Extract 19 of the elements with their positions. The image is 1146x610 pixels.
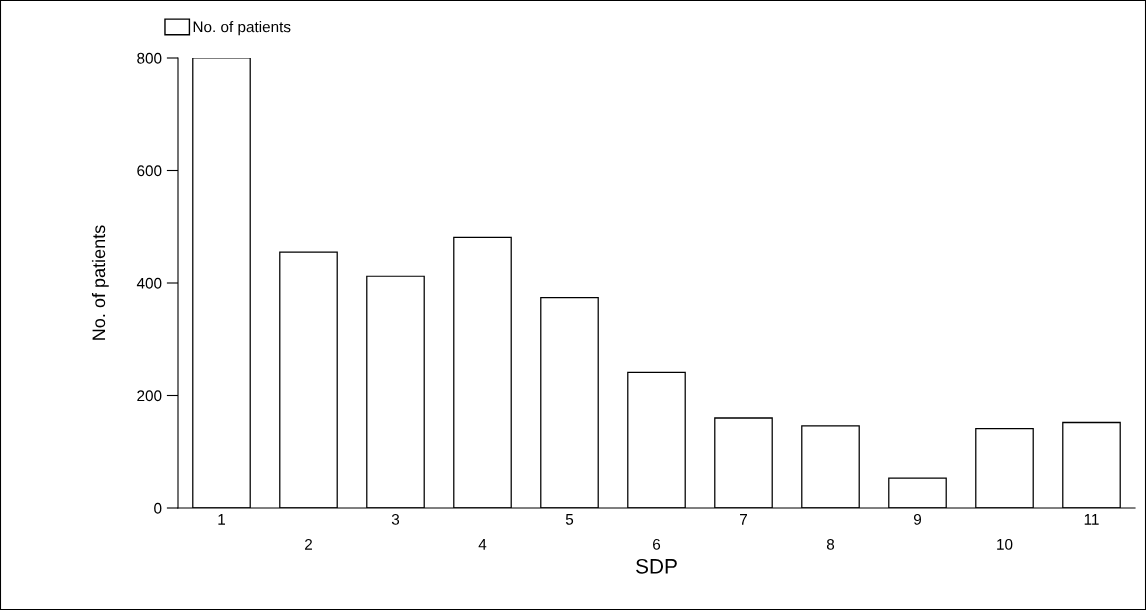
- x-tick-label: 6: [653, 538, 661, 550]
- y-tick-label: 200: [137, 390, 162, 402]
- y-tick-label: 600: [137, 165, 162, 177]
- x-tick-label: 4: [478, 539, 487, 550]
- x-tick-label: 3: [391, 513, 400, 525]
- x-tick-label: 9: [913, 513, 922, 525]
- x-tick-label: 8: [826, 538, 835, 550]
- y-tick-label: 400: [136, 277, 162, 289]
- x-tick-label: 11: [1084, 514, 1099, 525]
- x-tick-label: 10: [997, 538, 1013, 550]
- y-tick-label: 800: [137, 52, 162, 64]
- x-tick-label: 7: [740, 514, 747, 525]
- x-tick-label: 1: [218, 514, 225, 525]
- x-tick-label: 5: [565, 514, 574, 525]
- y-tick-label: 0: [154, 502, 162, 514]
- legend-label: No. of patients: [193, 21, 291, 36]
- x-axis-title: SDP: [636, 558, 677, 574]
- y-axis-title: No. of patients: [91, 225, 109, 340]
- x-tick-label: 2: [305, 538, 312, 550]
